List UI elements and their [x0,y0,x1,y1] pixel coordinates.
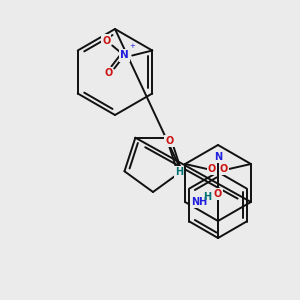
Text: O: O [220,164,228,174]
Text: O: O [214,189,222,199]
Text: +: + [129,43,135,49]
Text: N: N [120,50,129,61]
Text: NH: NH [191,197,207,207]
Text: O: O [102,35,110,46]
Text: O: O [166,136,174,146]
Text: H: H [203,192,211,202]
Text: O: O [104,68,112,79]
Text: O: O [208,164,216,174]
Text: H: H [175,167,183,177]
Text: N: N [214,152,222,162]
